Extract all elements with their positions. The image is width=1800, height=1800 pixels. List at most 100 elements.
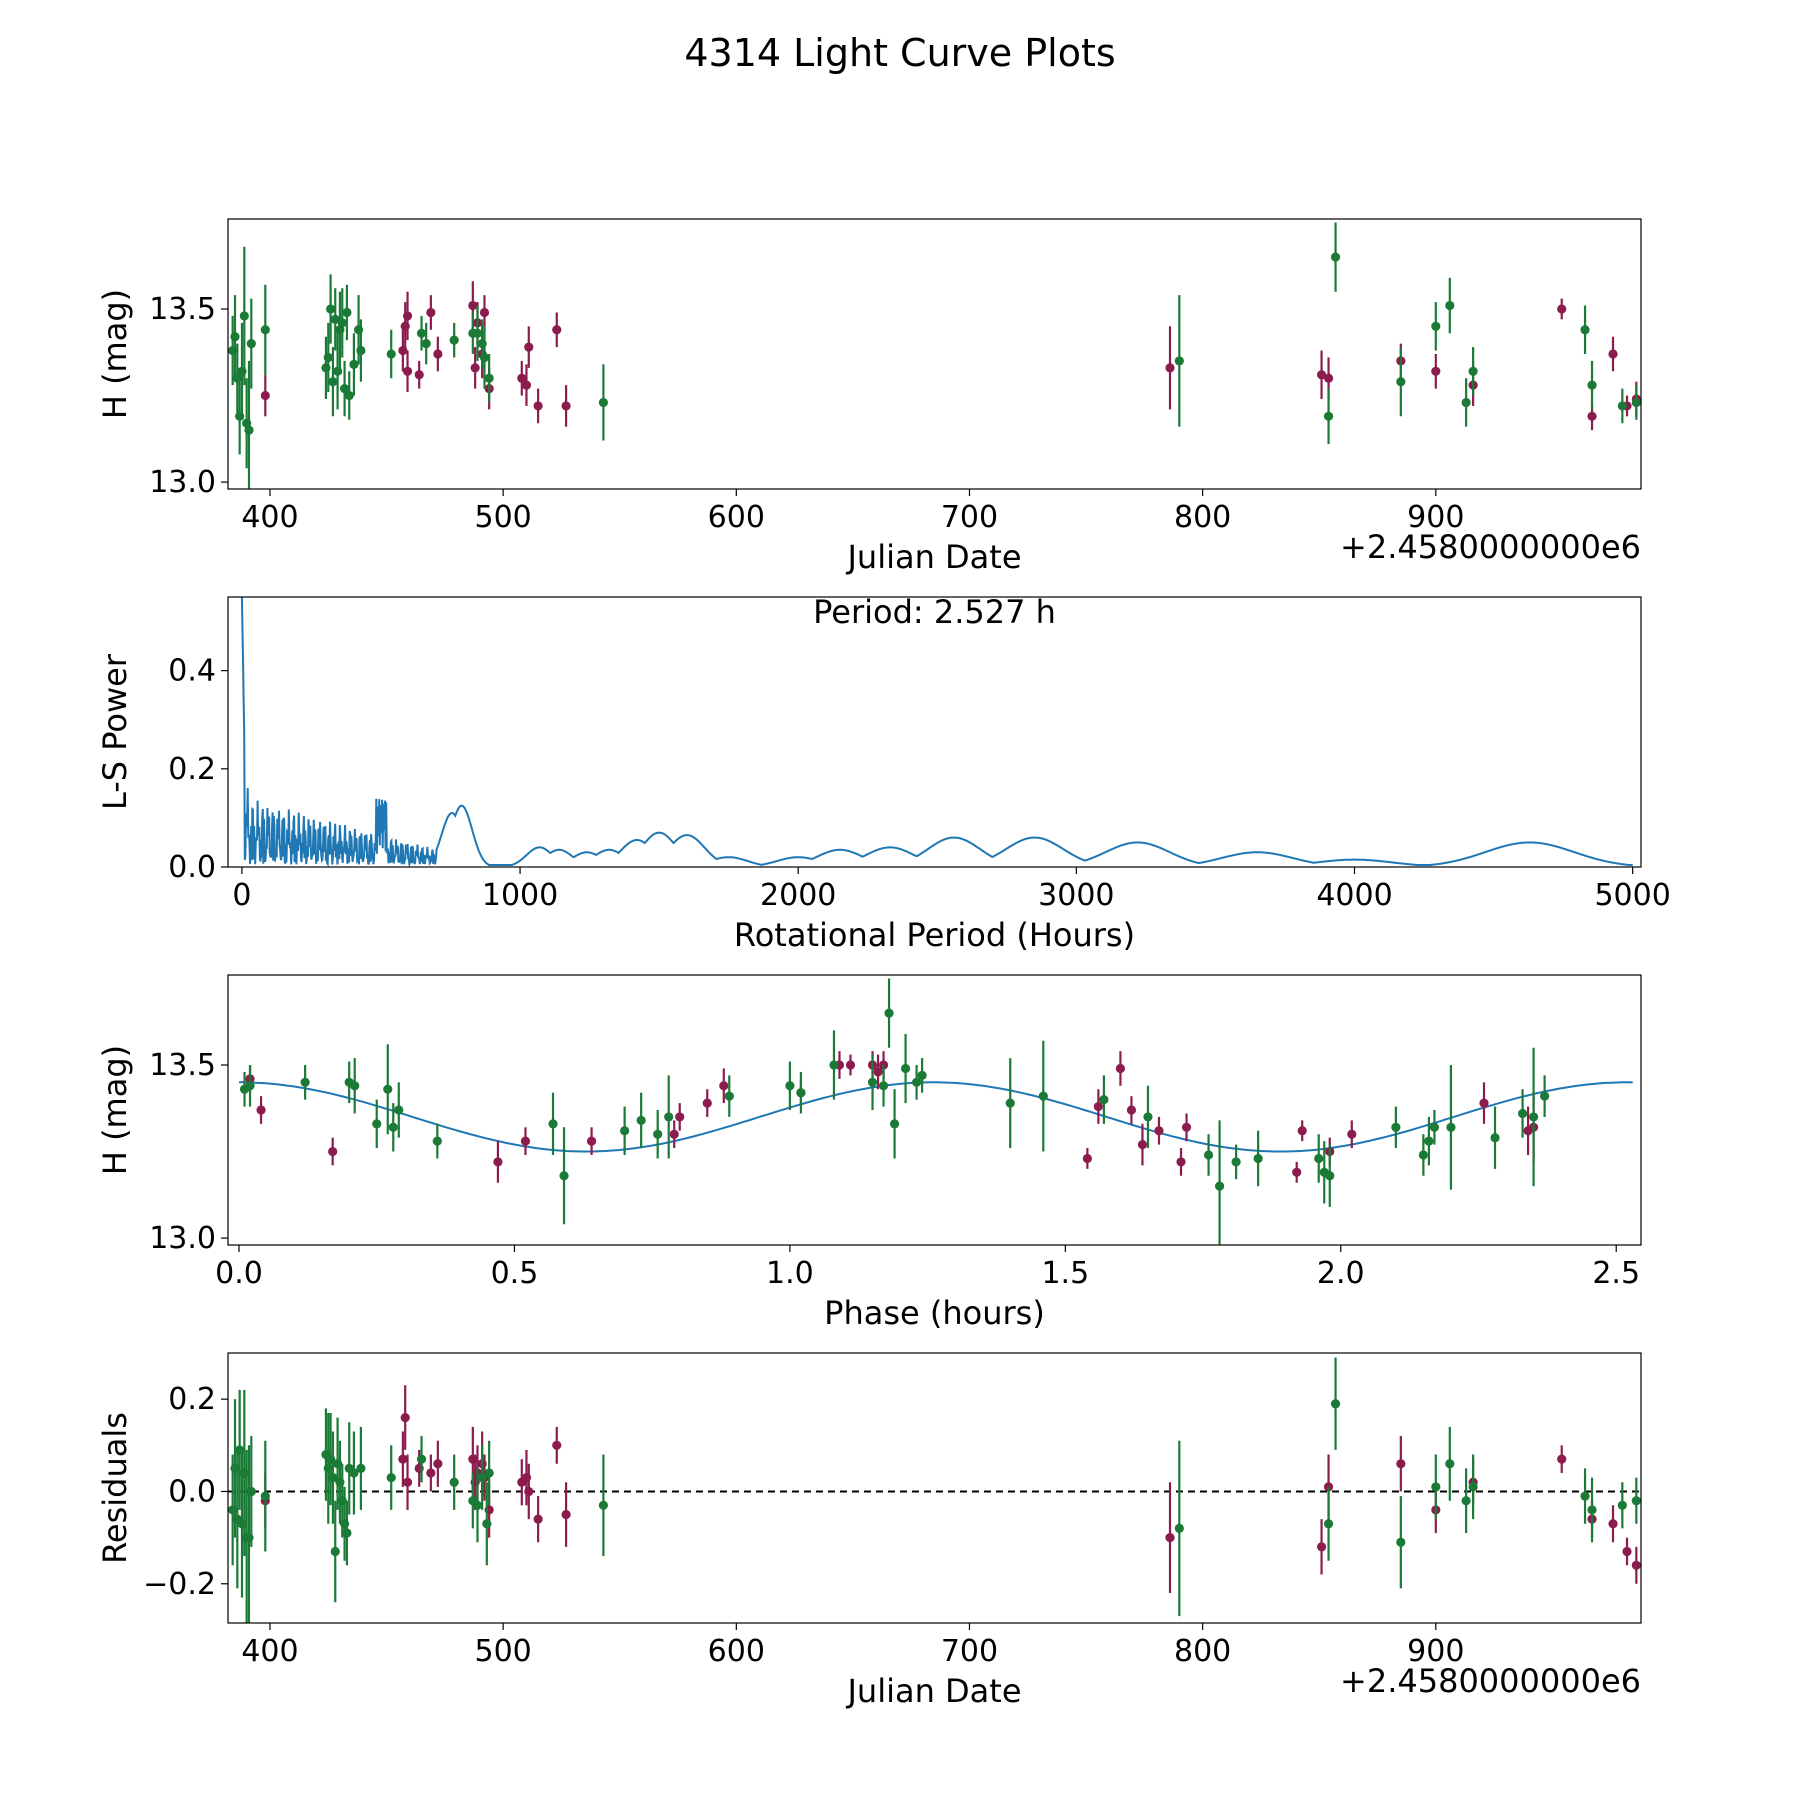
data-point bbox=[521, 380, 532, 390]
data-point bbox=[889, 1119, 900, 1129]
data-point bbox=[917, 1070, 927, 1080]
data-point bbox=[1446, 1122, 1456, 1132]
data-point bbox=[260, 325, 270, 335]
data-point bbox=[337, 318, 347, 328]
data-point bbox=[653, 1129, 663, 1139]
data-point bbox=[398, 1454, 408, 1464]
data-point bbox=[1631, 1560, 1641, 1570]
data-point bbox=[1396, 377, 1406, 387]
data-point bbox=[1429, 1122, 1440, 1132]
data-point bbox=[246, 339, 256, 349]
y-tick-label: 13.5 bbox=[149, 1048, 216, 1083]
data-point bbox=[900, 1063, 911, 1074]
series-g bbox=[228, 1357, 1641, 1623]
data-point bbox=[1557, 1454, 1567, 1464]
data-point bbox=[402, 311, 413, 321]
data-point bbox=[1468, 1482, 1478, 1492]
data-point bbox=[300, 1077, 310, 1087]
x-tick-label: 0 bbox=[232, 878, 251, 913]
data-point bbox=[479, 307, 490, 318]
data-point bbox=[873, 1067, 883, 1077]
y-axis-label: L-S Power bbox=[96, 653, 134, 810]
data-point bbox=[1347, 1129, 1357, 1139]
data-point bbox=[239, 311, 249, 321]
x-tick-label: 600 bbox=[708, 500, 765, 535]
axes-frame bbox=[227, 1352, 1642, 1624]
data-point bbox=[1468, 366, 1478, 376]
data-point bbox=[1297, 1126, 1307, 1136]
data-point bbox=[1617, 1500, 1627, 1510]
data-point bbox=[402, 1477, 413, 1487]
data-point bbox=[1587, 1505, 1597, 1515]
data-point bbox=[325, 304, 336, 314]
data-point bbox=[426, 307, 436, 318]
y-tick-label: 13.0 bbox=[149, 465, 216, 500]
data-point bbox=[796, 1088, 806, 1098]
data-point bbox=[256, 1105, 266, 1115]
x-tick-label: 5000 bbox=[1594, 878, 1670, 913]
x-axis-label: Julian Date bbox=[845, 538, 1021, 576]
data-point bbox=[559, 1171, 569, 1181]
axes-frame bbox=[227, 218, 1642, 490]
data-point bbox=[349, 1468, 359, 1478]
data-point bbox=[1445, 300, 1455, 311]
data-point bbox=[383, 1084, 393, 1094]
data-point bbox=[493, 1157, 503, 1167]
data-point bbox=[1316, 1542, 1327, 1552]
axes-frame bbox=[227, 974, 1642, 1246]
data-point bbox=[1174, 356, 1184, 366]
x-tick-label: 2.0 bbox=[1317, 1256, 1365, 1291]
data-point bbox=[1587, 380, 1597, 390]
data-point bbox=[484, 1468, 494, 1478]
data-point bbox=[1115, 1063, 1126, 1074]
x-tick-label: 500 bbox=[475, 500, 532, 535]
data-point bbox=[470, 363, 480, 373]
data-point bbox=[620, 1126, 630, 1136]
phased-light-curve-panel: 0.0 0.5 1.0 1.5 2.0 2.5 13.0 13.5 Phase (hours) H… bbox=[96, 974, 1642, 1332]
data-point bbox=[1479, 1098, 1489, 1108]
x-tick-label: 4000 bbox=[1316, 878, 1392, 913]
data-point bbox=[1203, 1150, 1214, 1160]
x-tick-label: 2.5 bbox=[1592, 1256, 1640, 1291]
data-point bbox=[477, 1473, 487, 1483]
data-point bbox=[1330, 1399, 1341, 1409]
data-point bbox=[1038, 1091, 1048, 1101]
data-point bbox=[1082, 1153, 1092, 1164]
x-tick-label: 800 bbox=[1174, 500, 1231, 535]
x-tick-label: 2000 bbox=[760, 878, 836, 913]
data-point bbox=[867, 1077, 878, 1087]
data-point bbox=[785, 1081, 795, 1091]
data-point bbox=[1557, 304, 1567, 314]
data-point bbox=[552, 325, 562, 335]
x-tick-label: 1.0 bbox=[766, 1256, 814, 1291]
data-point bbox=[1005, 1098, 1015, 1108]
data-point bbox=[669, 1129, 679, 1139]
data-point bbox=[421, 339, 431, 349]
data-point bbox=[1325, 1171, 1335, 1181]
data-point bbox=[878, 1081, 889, 1091]
data-point bbox=[1323, 411, 1334, 421]
data-point bbox=[1165, 1533, 1175, 1543]
data-point bbox=[561, 401, 571, 411]
y-axis-label: H (mag) bbox=[96, 289, 134, 419]
y-tick-label: 13.5 bbox=[149, 292, 216, 327]
data-point bbox=[1396, 1537, 1406, 1547]
data-point bbox=[1418, 1150, 1429, 1160]
data-point bbox=[1622, 1546, 1632, 1557]
data-point bbox=[386, 349, 396, 359]
figure-title: 4314 Light Curve Plots bbox=[684, 31, 1115, 75]
data-point bbox=[1143, 1112, 1153, 1122]
data-point bbox=[1099, 1095, 1109, 1105]
data-point bbox=[1231, 1157, 1241, 1167]
y-tick-label: 0.2 bbox=[168, 1382, 216, 1417]
plot-area bbox=[239, 978, 1633, 1245]
x-tick-label: 400 bbox=[241, 1634, 298, 1669]
data-point bbox=[339, 384, 350, 394]
data-point bbox=[1316, 370, 1327, 380]
plot-area bbox=[228, 1357, 1641, 1623]
data-point bbox=[1528, 1112, 1539, 1122]
series-g bbox=[228, 222, 1641, 489]
data-point bbox=[246, 1486, 256, 1497]
data-point bbox=[1445, 1459, 1455, 1469]
